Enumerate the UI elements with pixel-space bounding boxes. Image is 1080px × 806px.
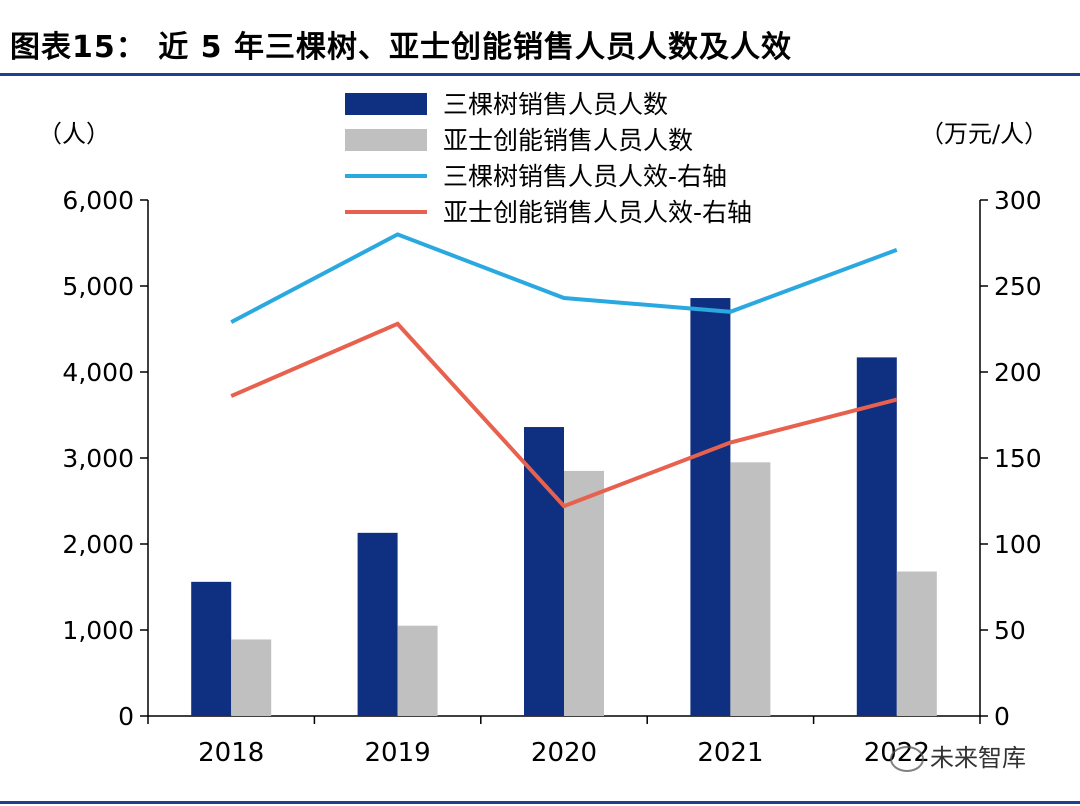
y-left-tick-label: 6,000: [62, 186, 134, 215]
bar-series2: [397, 625, 438, 716]
legend-label: 亚士创能销售人员人数: [443, 126, 693, 155]
y-left-tick-label: 5,000: [62, 272, 134, 301]
bar-series1: [524, 427, 564, 716]
bar-series2: [896, 571, 937, 716]
bar-series2: [730, 462, 771, 716]
line-series1: [230, 232, 898, 324]
y-right-tick-label: 250: [994, 272, 1042, 301]
x-tick-label: 2020: [531, 738, 597, 768]
wechat-icon: [890, 746, 924, 772]
y-left-axis-label: （人）: [38, 120, 110, 148]
watermark-text: 未来智库: [930, 744, 1026, 772]
y-right-tick-label: 100: [994, 530, 1042, 559]
line-series2: [230, 321, 898, 509]
title-divider: [0, 73, 1080, 76]
legend-label: 亚士创能销售人员人效-右轴: [443, 198, 752, 227]
y-right-tick-label: 0: [994, 702, 1010, 731]
x-tick-label: 2021: [697, 738, 763, 768]
bar-series1: [690, 298, 731, 716]
chart-title: 图表15： 近 5 年三棵树、亚士创能销售人员人数及人效: [10, 30, 792, 65]
y-left-tick-label: 2,000: [62, 530, 134, 559]
legend-label: 三棵树销售人员人数: [443, 90, 668, 119]
y-right-tick-label: 300: [994, 186, 1042, 215]
bar-series2: [564, 470, 604, 716]
y-left-tick-label: 1,000: [62, 616, 134, 645]
bottom-divider: [0, 801, 1080, 804]
y-right-tick-label: 200: [994, 358, 1042, 387]
y-right-tick-label: 150: [994, 444, 1042, 473]
bar-series2: [231, 639, 272, 716]
y-left-tick-label: 4,000: [62, 358, 134, 387]
y-right-tick-label: 50: [994, 616, 1026, 645]
legend-swatch-bar: [345, 129, 427, 151]
bar-series1: [191, 581, 232, 716]
bar-series1: [856, 357, 897, 716]
x-tick-label: 2018: [198, 738, 264, 768]
watermark: 未来智库: [890, 738, 1026, 773]
x-tick-label: 2019: [365, 738, 431, 768]
bar-series1: [357, 532, 398, 716]
legend-swatch-bar: [345, 93, 427, 115]
y-left-tick-label: 0: [118, 702, 134, 731]
y-left-tick-label: 3,000: [62, 444, 134, 473]
legend-label: 三棵树销售人员人效-右轴: [443, 162, 727, 191]
y-right-axis-label: （万元/人）: [920, 120, 1048, 148]
